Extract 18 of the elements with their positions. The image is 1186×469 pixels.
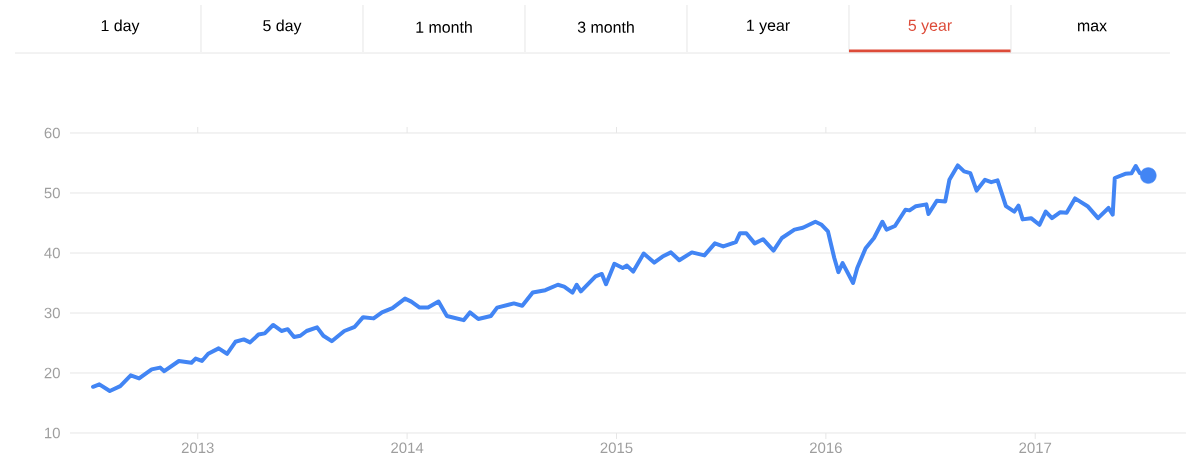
text: 5 day — [263, 19, 302, 35]
text: 3 month — [577, 21, 634, 33]
y-tick-label: 10 — [45, 427, 60, 439]
text: 1 year — [747, 19, 790, 35]
text: 1 month — [416, 21, 472, 33]
x-tick-label: 2014 — [391, 442, 424, 454]
text: max — [1078, 22, 1107, 32]
text: 1 day — [101, 19, 140, 35]
x-tick-label: 2013 — [181, 442, 214, 454]
y-tick-label: 40 — [44, 247, 60, 259]
x-tick-label: 2016 — [809, 442, 842, 454]
x-tick-label: 2017 — [1019, 442, 1052, 454]
y-tick-label: 20 — [44, 367, 60, 379]
x-tick-label: 2015 — [600, 442, 633, 454]
y-tick-label: 60 — [44, 127, 60, 139]
y-tick-label: 50 — [44, 187, 60, 199]
y-tick-label: 30 — [44, 307, 60, 319]
text: 5 year — [908, 19, 952, 35]
